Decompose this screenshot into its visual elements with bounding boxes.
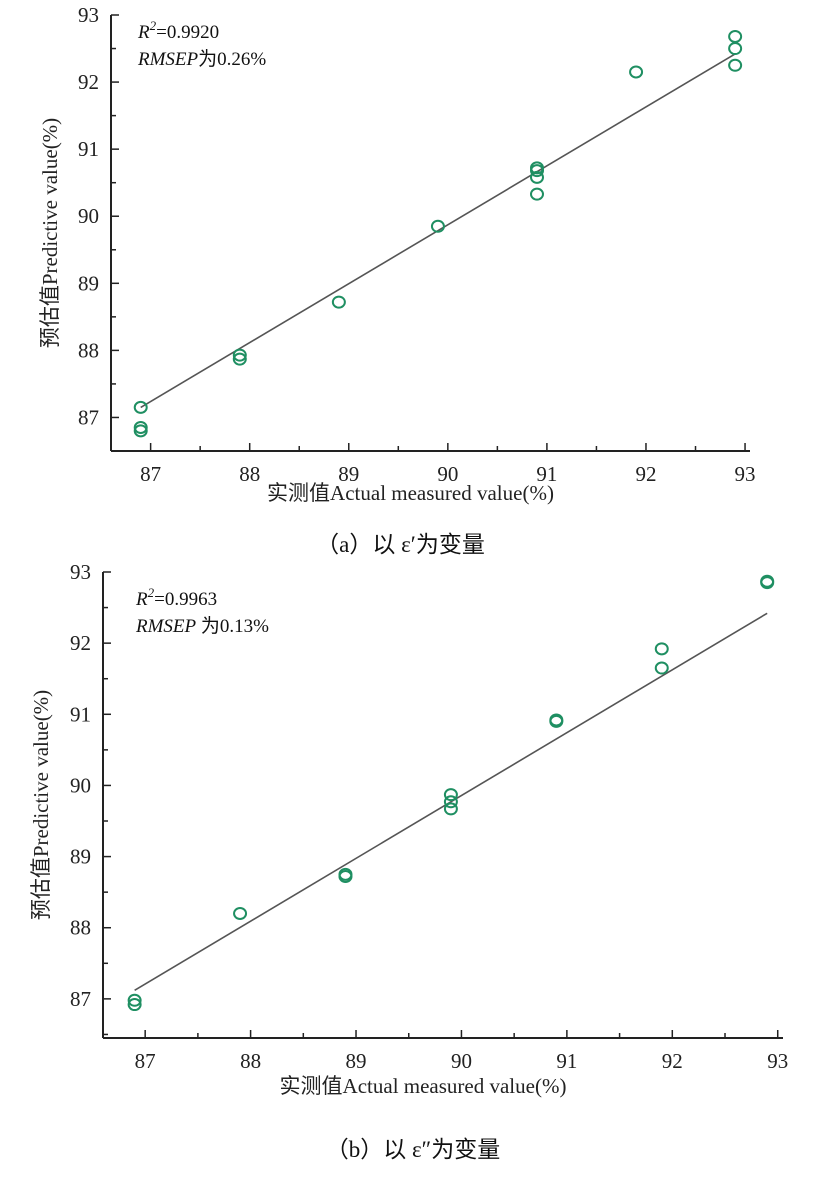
panel-caption: （b）以 ε″为变量 xyxy=(326,1137,501,1162)
x-tick-label: 90 xyxy=(437,462,458,486)
data-point xyxy=(443,795,458,809)
r2-superscript: 2 xyxy=(148,585,155,600)
y-tick-label: 91 xyxy=(70,702,91,726)
data-point xyxy=(760,576,775,590)
x-tick-label: 88 xyxy=(239,462,260,486)
chart-panel-a: 87 88 89 90 91 92 93 87 88 89 90 91 92 93 实测值Actual me… xyxy=(38,3,756,557)
data-point xyxy=(133,400,148,414)
panel-caption: （a）以 ε′为变量 xyxy=(316,532,485,557)
data-point xyxy=(629,65,644,79)
r2-value: =0.9920 xyxy=(156,22,219,43)
fit-line xyxy=(134,612,768,992)
data-point xyxy=(654,661,669,675)
y-tick-label: 87 xyxy=(70,987,91,1011)
x-tick-label: 92 xyxy=(635,462,656,486)
y-axis-label: 预估值Predictive value(%) xyxy=(38,118,62,348)
x-tick-label: 90 xyxy=(451,1049,472,1073)
r2-annotation: R2=0.9963 xyxy=(135,585,217,610)
rmsep-value: 为0.26% xyxy=(198,48,266,70)
data-point xyxy=(549,714,564,728)
data-point xyxy=(654,642,669,656)
data-point xyxy=(127,993,142,1007)
data-point xyxy=(430,219,445,233)
x-tick-label: 87 xyxy=(135,1049,156,1073)
x-tick-label: 92 xyxy=(662,1049,683,1073)
fit-line xyxy=(140,53,736,409)
y-tick-label: 89 xyxy=(70,845,91,869)
data-point xyxy=(530,170,544,184)
data-point xyxy=(233,906,248,920)
data-point xyxy=(338,870,353,884)
data-point xyxy=(443,802,458,816)
r2-value: =0.9963 xyxy=(154,589,217,610)
rmsep-annotation: RMSEP为0.26% xyxy=(137,48,266,70)
data-point xyxy=(530,164,544,178)
y-tick-label: 91 xyxy=(78,137,99,161)
chart-panel-b: 87 88 89 90 91 92 93 87 88 89 90 91 92 93 实测值Actual me… xyxy=(29,560,788,1162)
y-tick-label: 92 xyxy=(70,631,91,655)
x-tick-label: 89 xyxy=(338,462,359,486)
data-point xyxy=(133,424,148,438)
r2-annotation: R2=0.9920 xyxy=(137,18,219,43)
x-tick-label: 89 xyxy=(346,1049,367,1073)
rmsep-label: RMSEP xyxy=(135,616,197,637)
r2-label: R xyxy=(135,589,148,610)
y-tick-label: 93 xyxy=(70,560,91,584)
x-tick-label: 91 xyxy=(556,1049,577,1073)
data-point xyxy=(728,58,743,72)
x-tick-label: 93 xyxy=(735,462,756,486)
x-axis-label: 实测值Actual measured value(%) xyxy=(267,481,554,505)
data-point xyxy=(232,352,247,366)
r2-label: R xyxy=(137,22,150,43)
x-tick-label: 88 xyxy=(240,1049,261,1073)
rmsep-value: 为0.13% xyxy=(196,615,269,637)
x-tick-label: 93 xyxy=(767,1049,788,1073)
data-point xyxy=(127,998,142,1012)
x-tick-label: 91 xyxy=(536,462,557,486)
x-tick-label: 87 xyxy=(140,462,161,486)
data-point xyxy=(331,295,346,309)
y-tick-label: 90 xyxy=(78,204,99,228)
y-tick-label: 87 xyxy=(78,405,99,429)
y-tick-label: 92 xyxy=(78,70,99,94)
y-tick-label: 90 xyxy=(70,773,91,797)
x-axis-label: 实测值Actual measured value(%) xyxy=(280,1074,567,1098)
y-tick-label: 88 xyxy=(70,916,91,940)
data-point xyxy=(232,348,247,362)
data-point xyxy=(728,42,743,56)
data-point xyxy=(443,788,458,802)
y-tick-label: 88 xyxy=(78,338,99,362)
data-point xyxy=(530,187,544,201)
y-axis-label: 预估值Predictive value(%) xyxy=(29,690,53,920)
data-point xyxy=(728,29,743,43)
rmsep-label: RMSEP xyxy=(137,49,199,70)
r2-superscript: 2 xyxy=(150,18,157,33)
rmsep-annotation: RMSEP 为0.13% xyxy=(135,615,269,637)
y-tick-label: 93 xyxy=(78,3,99,27)
y-tick-label: 89 xyxy=(78,271,99,295)
